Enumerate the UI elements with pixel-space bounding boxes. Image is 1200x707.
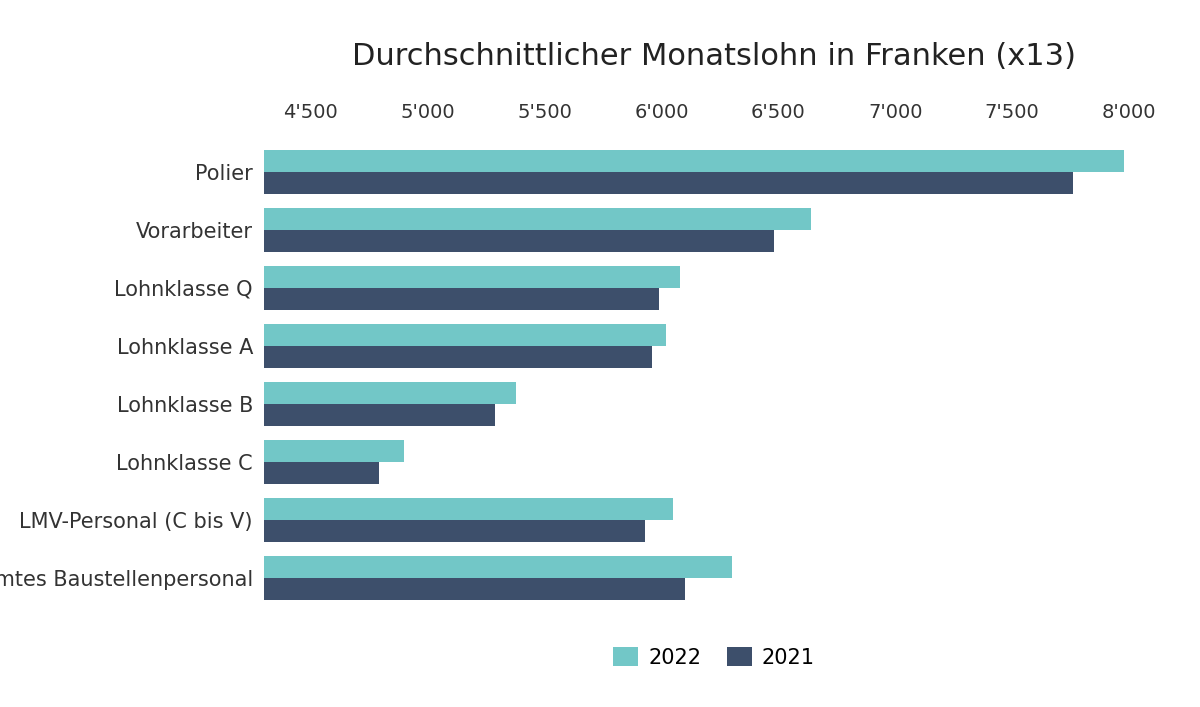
Bar	[0, 208, 811, 230]
Bar	[0, 346, 652, 368]
Bar	[0, 440, 404, 462]
Bar	[0, 266, 680, 288]
Legend: 2022, 2021: 2022, 2021	[605, 639, 823, 676]
Bar	[0, 498, 673, 520]
Bar	[0, 556, 732, 578]
Bar	[0, 520, 646, 542]
Bar	[0, 404, 496, 426]
Bar	[0, 462, 378, 484]
Bar	[0, 324, 666, 346]
Title: Durchschnittlicher Monatslohn in Franken (x13): Durchschnittlicher Monatslohn in Franken…	[352, 42, 1076, 71]
Bar	[0, 288, 659, 310]
Bar	[0, 172, 1073, 194]
Bar	[0, 230, 774, 252]
Bar	[0, 578, 685, 600]
Bar	[0, 382, 516, 404]
Bar	[0, 150, 1124, 172]
